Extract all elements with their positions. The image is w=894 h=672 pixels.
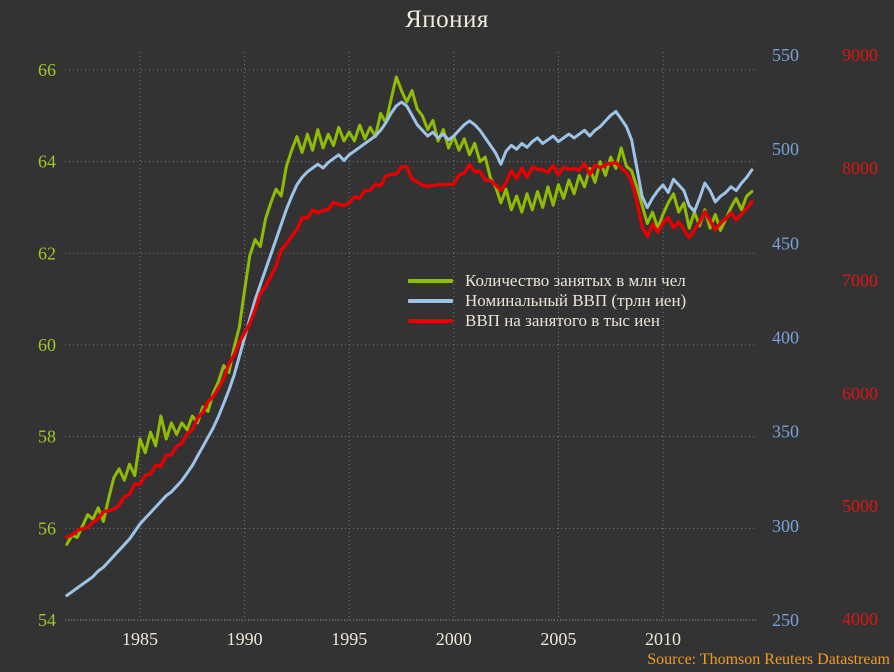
right-inner-axis-tick: 250 — [772, 610, 799, 630]
right-outer-axis-tick: 7000 — [842, 271, 878, 291]
legend-line-swatch-red — [408, 319, 453, 323]
right-inner-axis-tick: 550 — [772, 45, 799, 65]
legend-label: Количество занятых в млн чел — [465, 271, 686, 290]
right-inner-axis-tick: 400 — [772, 328, 799, 348]
x-axis-tick: 2010 — [645, 629, 681, 649]
x-axis-tick: 1985 — [122, 629, 158, 649]
right-outer-axis-tick: 8000 — [842, 158, 878, 178]
right-inner-axis-tick: 300 — [772, 516, 799, 536]
left-axis-tick: 54 — [38, 610, 56, 630]
data-line-1 — [65, 100, 754, 597]
chart-title: Япония — [405, 6, 489, 33]
left-axis-tick: 56 — [38, 518, 56, 538]
left-axis-tick: 66 — [38, 60, 56, 80]
source-attribution: Source: Thomson Reuters Datastream — [647, 651, 890, 668]
right-outer-axis-tick: 9000 — [842, 45, 878, 65]
legend-item-employment: Количество занятых в млн чел — [408, 271, 686, 291]
legend-item-nominal-gdp: Номинальный ВВП (трлн иен) — [408, 291, 686, 311]
left-axis-tick: 58 — [38, 427, 56, 447]
x-axis-tick: 1995 — [331, 629, 367, 649]
left-axis-tick: 62 — [38, 243, 56, 263]
left-axis-tick: 64 — [38, 152, 56, 172]
right-outer-axis-tick: 6000 — [842, 383, 878, 403]
x-axis-tick: 1990 — [227, 629, 263, 649]
data-line-0 — [65, 75, 754, 546]
legend-line-swatch-blue — [408, 299, 453, 303]
legend-line-swatch-green — [408, 279, 453, 283]
left-axis-tick: 60 — [38, 335, 56, 355]
right-inner-axis-tick: 450 — [772, 233, 799, 253]
legend-label: ВВП на занятого в тыс иен — [465, 311, 660, 330]
right-inner-axis-tick: 350 — [772, 422, 799, 442]
x-axis-tick: 2000 — [436, 629, 472, 649]
data-line-2 — [65, 160, 754, 539]
legend-item-gdp-per-worker: ВВП на занятого в тыс иен — [408, 311, 686, 331]
legend-label: Номинальный ВВП (трлн иен) — [465, 291, 687, 310]
x-axis-tick: 2005 — [540, 629, 576, 649]
right-inner-axis-tick: 500 — [772, 139, 799, 159]
legend: Количество занятых в млн чел Номинальный… — [408, 271, 686, 331]
right-outer-axis-tick: 4000 — [842, 609, 878, 629]
right-outer-axis-tick: 5000 — [842, 496, 878, 516]
